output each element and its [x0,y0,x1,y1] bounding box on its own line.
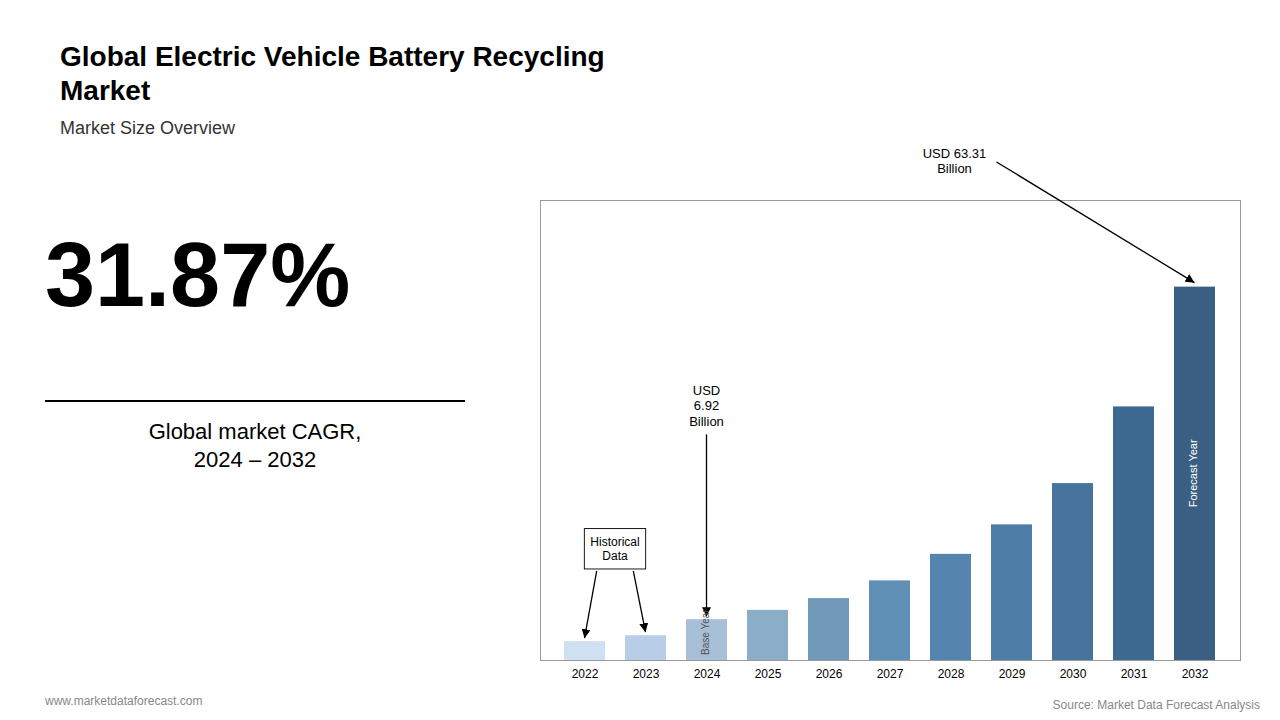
svg-text:2025: 2025 [755,667,782,681]
svg-text:2024: 2024 [694,667,721,681]
html-text:Market Size Overview: Market Size Overview [60,118,235,138]
svg-text:2023: 2023 [633,667,660,681]
html-text:Global Electric Vehicle Batter: Global Electric Vehicle Battery Recyclin… [60,41,605,106]
svg-text:2030: 2030 [1060,667,1087,681]
svg-text:2027: 2027 [877,667,904,681]
svg-text:2026: 2026 [816,667,843,681]
svg-text:USD 63.31Billion: USD 63.31Billion [923,146,987,177]
html-text:31.87%: 31.87% [45,225,351,325]
svg-text:USD6.92Billion: USD6.92Billion [689,383,724,429]
svg-text:2022: 2022 [572,667,599,681]
svg-text:2032: 2032 [1182,667,1209,681]
html-text:Source: Market Data Forecast A: Source: Market Data Forecast Analysis [1052,698,1260,712]
svg-text:Forecast Year: Forecast Year [1187,439,1199,507]
svg-text:Base Year: Base Year [700,609,711,655]
svg-text:2028: 2028 [938,667,965,681]
svg-text:2031: 2031 [1121,667,1148,681]
svg-text:HistoricalData: HistoricalData [590,535,639,563]
html-text:Global market CAGR, 2024 – 203: Global market CAGR, 2024 – 2032 [148,419,362,472]
html-text:www.marketdataforecast.com: www.marketdataforecast.com [45,694,203,708]
svg-text:2029: 2029 [999,667,1026,681]
